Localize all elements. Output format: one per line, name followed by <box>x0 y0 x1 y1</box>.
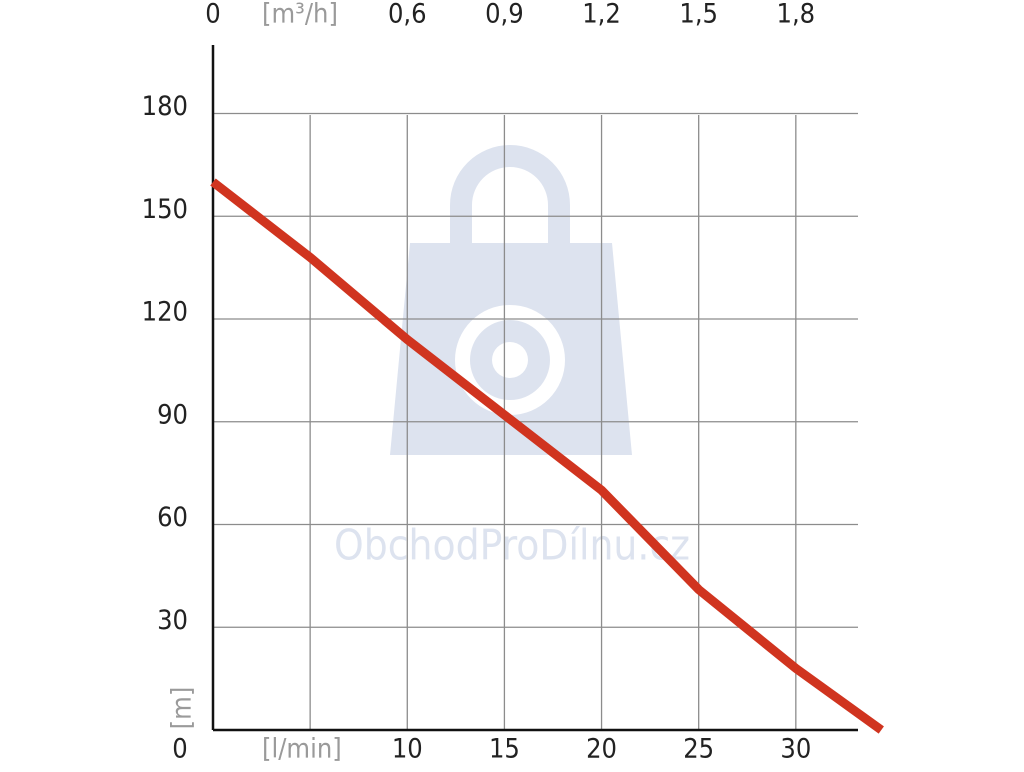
watermark-logo <box>390 145 632 455</box>
y-tick-label: 150 <box>142 194 188 225</box>
x2-tick-label: 0 <box>205 0 220 30</box>
x-tick-label: 15 <box>489 734 520 765</box>
x2-tick-label: 1,8 <box>777 0 816 30</box>
x2-tick-label: 1,2 <box>582 0 621 30</box>
x-tick-label: 30 <box>780 734 811 765</box>
y-tick-label: 90 <box>157 399 188 430</box>
x-axis-label: [l/min] <box>262 734 342 765</box>
x-tick-label: 20 <box>586 734 617 765</box>
x-tick-label: 25 <box>683 734 714 765</box>
x2-tick-label: 1,5 <box>679 0 718 30</box>
x2-axis-label: [m³/h] <box>262 0 338 30</box>
y-axis-label: [m] <box>167 687 198 730</box>
y-tick-label: 60 <box>157 502 188 533</box>
x2-tick-label: 0,6 <box>388 0 427 30</box>
x-tick-label: 0 <box>172 734 187 765</box>
curve <box>210 178 884 734</box>
y-tick-label: 180 <box>142 91 188 122</box>
watermark-text: ObchodProDílnu.cz <box>334 521 690 570</box>
x2-tick-label: 0,9 <box>485 0 524 30</box>
y-tick-label: 30 <box>157 605 188 636</box>
x-tick-label: 10 <box>392 734 423 765</box>
y-tick-label: 120 <box>142 297 188 328</box>
